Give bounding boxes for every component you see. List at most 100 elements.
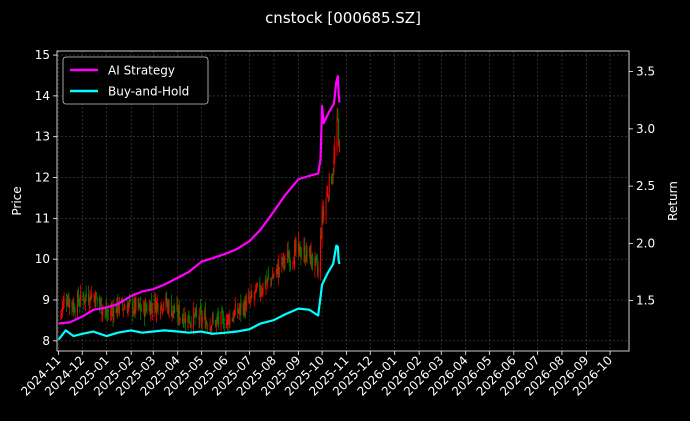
price-candle [284, 259, 286, 261]
price-candle [267, 277, 269, 281]
price-candle [311, 254, 313, 264]
price-candle [305, 260, 307, 262]
price-candle [278, 263, 280, 277]
price-candle [300, 253, 302, 259]
price-candle [88, 304, 90, 306]
y-tick-label-right: 1.5 [636, 294, 655, 308]
left-axis: 8 9 10 11 12 13 14 15 [35, 48, 57, 348]
price-candle [144, 303, 146, 318]
price-candle [222, 314, 224, 316]
price-candle [227, 315, 229, 320]
price-candle [193, 314, 195, 316]
price-candle [336, 116, 338, 150]
price-candle [305, 246, 307, 261]
price-candle [239, 304, 241, 309]
legend-label-buy-and-hold: Buy-and-Hold [108, 85, 189, 99]
price-candle [333, 155, 335, 173]
price-candle [84, 298, 86, 302]
y-tick-label-left: 10 [35, 252, 50, 266]
legend-box [62, 56, 209, 105]
price-candle [206, 322, 208, 324]
price-candle [277, 266, 279, 277]
price-candle [110, 307, 112, 314]
price-candle [271, 279, 273, 283]
price-candle [185, 318, 187, 324]
price-candle [85, 291, 87, 298]
price-candle [337, 113, 339, 116]
price-candle [223, 324, 225, 328]
price-candle [62, 300, 64, 309]
price-candle [200, 305, 202, 313]
price-candle [301, 254, 303, 256]
price-candle [228, 317, 230, 325]
price-candle [216, 315, 218, 318]
price-candle [273, 275, 275, 277]
price-candle [106, 305, 108, 316]
price-candle [338, 140, 340, 151]
price-candle [69, 300, 71, 308]
price-candle [188, 310, 190, 323]
price-candle [170, 301, 172, 316]
y-tick-label-right: 3.5 [636, 65, 655, 79]
price-candle [96, 297, 98, 301]
price-candle [107, 309, 109, 313]
price-candle [320, 236, 322, 237]
price-candle [90, 296, 92, 301]
price-candle [248, 296, 250, 300]
price-candle [133, 311, 135, 315]
price-candle [127, 305, 129, 316]
price-candle [118, 308, 120, 310]
price-candle [283, 258, 285, 264]
price-candle [254, 290, 256, 293]
price-candle [211, 316, 213, 322]
price-candle [165, 296, 167, 305]
price-candle [328, 173, 330, 200]
price-candle [211, 325, 213, 330]
price-candle [332, 174, 334, 176]
price-candle [166, 298, 168, 305]
right-axis: 1.5 2.0 2.5 3.0 3.5 [629, 65, 655, 308]
price-candle [140, 308, 142, 311]
price-candle [255, 284, 257, 294]
price-candle [157, 303, 159, 313]
price-candle [201, 317, 203, 324]
price-candle [140, 303, 142, 312]
price-candle [113, 306, 115, 322]
price-candle [297, 241, 299, 253]
price-candle [321, 209, 323, 240]
price-candle [251, 294, 253, 297]
y-tick-label-left: 8 [42, 334, 50, 348]
price-candle [215, 320, 217, 327]
price-candle [124, 307, 126, 310]
price-candle [256, 283, 258, 285]
plot-frame [56, 50, 630, 352]
price-candle [118, 300, 120, 313]
price-candle [320, 234, 322, 273]
price-candle [327, 194, 329, 196]
price-candle [245, 299, 247, 310]
price-candle [286, 250, 288, 256]
price-candle [226, 314, 228, 324]
price-candle [93, 295, 95, 298]
price-candle [166, 302, 168, 306]
price-candle [288, 257, 290, 259]
price-candle [317, 268, 319, 273]
price-candle [221, 308, 223, 313]
price-candle [167, 302, 169, 313]
price-candle [243, 305, 245, 316]
price-candle [139, 304, 141, 308]
series-line-ai-strategy [58, 75, 341, 325]
price-candle [207, 325, 209, 328]
price-candle [105, 310, 107, 312]
price-candle [122, 309, 124, 311]
price-candle [205, 320, 207, 329]
price-candle [99, 298, 101, 305]
y-tick-label-left: 12 [35, 171, 50, 185]
price-candle [287, 250, 289, 263]
price-candle [303, 246, 305, 253]
price-candle [226, 320, 228, 328]
series-line-buy-and-hold [57, 244, 341, 341]
price-candle [276, 264, 278, 269]
price-candle [244, 299, 246, 315]
price-candle [181, 318, 183, 322]
